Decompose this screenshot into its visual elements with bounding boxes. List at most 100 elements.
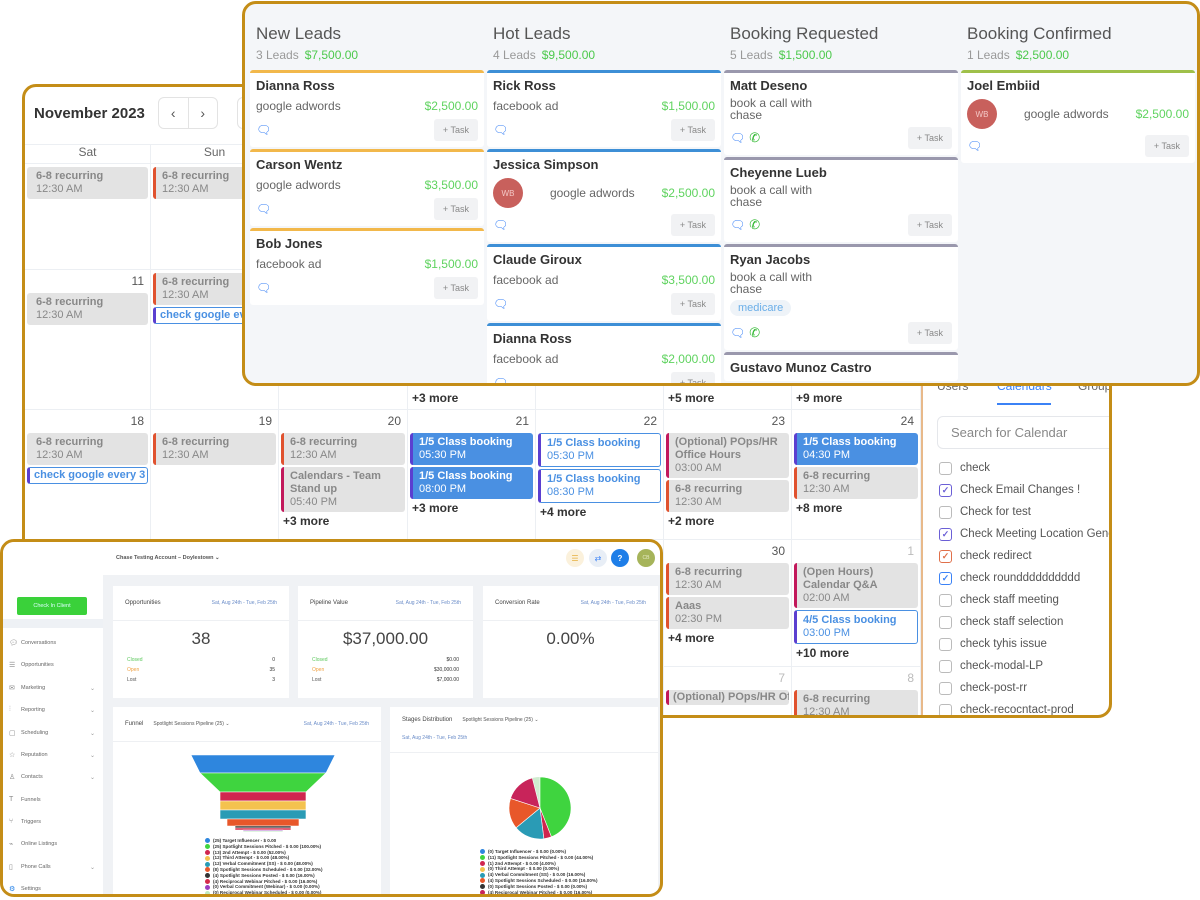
checkbox[interactable]: ✓ — [939, 483, 952, 497]
chat-icon[interactable]: 🗨︎ — [493, 376, 509, 386]
check-in-client-button[interactable]: Check In Client — [17, 597, 87, 615]
sidebar-item-triggers[interactable]: ⑂ Triggers — [9, 818, 95, 825]
sidebar-item-settings[interactable]: ⚙ Settings — [9, 885, 95, 893]
calendar-event[interactable]: 1/5 Class booking 05:30 PM — [410, 433, 533, 465]
chat-icon[interactable]: 🗨︎ — [730, 326, 746, 340]
calendar-event[interactable]: 1/5 Class booking 08:30 PM — [538, 469, 661, 503]
add-task-button[interactable]: + Task — [907, 127, 952, 149]
lead-name[interactable]: Cheyenne Lueb — [730, 165, 827, 180]
calendar-list-item[interactable]: check-recocntact-prod — [939, 699, 1109, 715]
lead-card[interactable]: Cheyenne Lueb book a call with chase 🗨︎ ✆ + … — [724, 157, 958, 242]
checkbox[interactable] — [939, 703, 952, 715]
date-range[interactable]: Sat, Aug 24th - Tue, Feb 25th — [395, 600, 461, 606]
lead-name[interactable]: Joel Embiid — [967, 78, 1040, 93]
lead-name[interactable]: Rick Ross — [493, 78, 556, 93]
calendar-list-item[interactable]: check staff meeting — [939, 589, 1109, 611]
chat-icon[interactable]: 🗨︎ — [256, 123, 272, 137]
lead-name[interactable]: Matt Deseno — [730, 78, 808, 93]
pipeline-select[interactable]: Spotlight Sessions Pipeline (25) ⌄ — [153, 721, 230, 727]
calendar-event[interactable]: 6-8 recurring 12:30 AM — [27, 433, 148, 465]
lead-card[interactable]: Matt Deseno book a call with chase 🗨︎ ✆ + Ta… — [724, 70, 958, 155]
lead-name[interactable]: Dianna Ross — [493, 331, 572, 346]
day-cell[interactable]: 19 6-8 recurring 12:30 AM — [151, 409, 279, 539]
chat-icon[interactable]: 🗨︎ — [493, 218, 509, 232]
day-cell[interactable]: 24 1/5 Class booking 04:30 PM 6-8 recurring… — [792, 409, 921, 539]
sidebar-item-online-listings[interactable]: ⌁ Online Listings — [9, 840, 95, 848]
day-cell[interactable]: 30 6-8 recurring 12:30 AM Aaas 02:30 PM +4 mo… — [664, 539, 792, 666]
calendar-event[interactable]: (Optional) POps/HR Office Hours 03:00 AM — [666, 433, 789, 478]
chat-icon[interactable]: 🗨︎ — [730, 218, 746, 232]
checkbox[interactable] — [939, 615, 952, 629]
add-task-button[interactable]: + Task — [670, 214, 715, 236]
phone-icon[interactable]: ✆ — [749, 325, 761, 340]
date-range[interactable]: Sat, Aug 24th - Tue, Feb 25th — [402, 734, 468, 741]
chevron-left-icon[interactable]: ‹ — [170, 105, 176, 121]
lead-card[interactable]: Ryan Jacobs book a call with chase medicar… — [724, 244, 958, 350]
calendar-event[interactable]: 6-8 recurring 12:30 AM — [153, 433, 276, 465]
sidebar-item-opportunities[interactable]: ☰ Opportunities — [9, 661, 95, 669]
day-cell[interactable]: 21 1/5 Class booking 05:30 PM 1/5 Class boo… — [408, 409, 536, 539]
calendar-event[interactable]: 6-8 recurring 12:30 AM — [27, 293, 148, 325]
more-events-link[interactable]: +3 more — [412, 391, 459, 405]
calendar-event[interactable]: 1/5 Class booking 08:00 PM — [410, 467, 533, 499]
lead-name[interactable]: Jessica Simpson — [493, 157, 599, 172]
add-task-button[interactable]: + Task — [907, 322, 952, 344]
help-icon[interactable]: ? — [611, 549, 629, 567]
calendar-event[interactable]: Aaas 02:30 PM — [666, 597, 789, 629]
day-cell[interactable]: 20 6-8 recurring 12:30 AM Calendars - Team … — [279, 409, 408, 539]
calendar-list-item[interactable]: check-post-rr — [939, 677, 1109, 699]
more-events-link[interactable]: +8 more — [796, 501, 843, 515]
calendar-event[interactable]: Calendars - Team Stand up 05:40 PM — [281, 467, 405, 512]
checkbox[interactable] — [939, 461, 952, 475]
lead-name[interactable]: Dianna Ross — [256, 78, 335, 93]
day-cell[interactable]: 6-8 recurring 12:30 AM — [25, 163, 151, 269]
list-icon[interactable]: ☰ — [566, 549, 584, 567]
date-range[interactable]: Sat, Aug 24th - Tue, Feb 25th — [211, 600, 277, 606]
more-events-link[interactable]: +3 more — [412, 501, 459, 515]
checkbox[interactable] — [939, 505, 952, 519]
more-events-link[interactable]: +4 more — [668, 631, 715, 645]
calendar-event[interactable]: 6-8 recurring 12:30 AM — [666, 563, 789, 595]
calendar-event[interactable]: 1/5 Class booking 05:30 PM — [538, 433, 661, 467]
lead-card[interactable]: Gustavo Munoz Castro — [724, 352, 958, 381]
phone-icon[interactable]: ✆ — [749, 130, 761, 145]
calendar-list-item[interactable]: ✓ check roundddddddddd — [939, 567, 1109, 589]
swap-icon[interactable]: ⇄ — [589, 549, 607, 567]
sidebar-item-dashboard[interactable] — [3, 619, 103, 628]
calendar-event[interactable]: (Optional) POps/HR Office Hours — [666, 690, 789, 705]
calendar-list-item[interactable]: check tyhis issue — [939, 633, 1109, 655]
add-task-button[interactable]: + Task — [670, 293, 715, 315]
chat-icon[interactable]: 🗨︎ — [493, 297, 509, 311]
calendar-event[interactable]: 6-8 recurring 12:30 AM — [794, 690, 918, 715]
lead-name[interactable]: Bob Jones — [256, 236, 323, 251]
sidebar-item-scheduling[interactable]: ▢ Scheduling ⌄ — [9, 729, 95, 737]
calendar-event[interactable]: 6-8 recurring 12:30 AM — [794, 467, 918, 499]
calendar-event[interactable]: 4/5 Class booking 03:00 PM — [794, 610, 918, 644]
day-cell[interactable]: 1 (Open Hours) Calendar Q&A 02:00 AM 4/5 Cl… — [792, 539, 921, 666]
add-task-button[interactable]: + Task — [670, 119, 715, 141]
date-range[interactable]: Sat, Aug 24th - Tue, Feb 25th — [580, 600, 646, 606]
more-events-link[interactable]: +5 more — [668, 391, 715, 405]
more-events-link[interactable]: +4 more — [540, 505, 587, 519]
lead-card[interactable]: Jessica Simpson WB google adwords $2,500.00… — [487, 149, 721, 242]
checkbox[interactable]: ✓ — [939, 527, 952, 541]
sidebar-item-reputation[interactable]: ☆ Reputation ⌄ — [9, 751, 95, 759]
more-events-link[interactable]: +9 more — [796, 391, 843, 405]
pipeline-select[interactable]: Spotlight Sessions Pipeline (25) ⌄ — [462, 717, 539, 723]
calendar-event[interactable]: 6-8 recurring 12:30 AM — [281, 433, 405, 465]
lead-card[interactable]: Joel Embiid WB google adwords $2,500.00 🗨︎ + … — [961, 70, 1195, 163]
chevron-right-icon[interactable]: › — [187, 98, 218, 128]
chat-icon[interactable]: 🗨︎ — [256, 202, 272, 216]
add-task-button[interactable]: + Task — [1144, 135, 1189, 157]
chat-icon[interactable]: 🗨︎ — [256, 281, 272, 295]
checkbox[interactable] — [939, 681, 952, 695]
sidebar-item-funnels[interactable]: T Funnels — [9, 796, 95, 803]
chat-icon[interactable]: 🗨︎ — [493, 123, 509, 137]
add-task-button[interactable]: + Task — [907, 214, 952, 236]
lead-name[interactable]: Carson Wentz — [256, 157, 343, 172]
calendar-event[interactable]: 6-8 recurring 12:30 AM — [27, 167, 148, 199]
user-avatar[interactable]: CB — [637, 549, 655, 567]
phone-icon[interactable]: ✆ — [749, 217, 761, 232]
calendar-list-item[interactable]: check staff selection — [939, 611, 1109, 633]
more-events-link[interactable]: +2 more — [668, 514, 715, 528]
